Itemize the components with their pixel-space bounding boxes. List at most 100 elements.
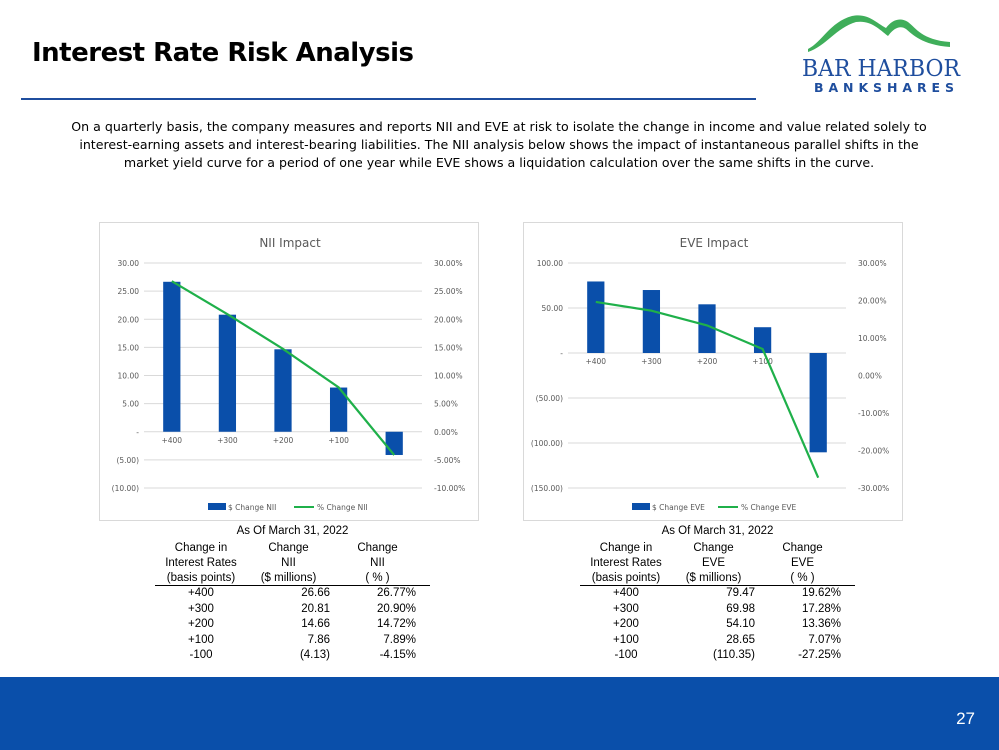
eve-table-row-bp: +100 bbox=[613, 633, 639, 646]
nii-table-row-pct: -4.15% bbox=[379, 649, 416, 661]
nii-table-row-pct: 20.90% bbox=[376, 602, 416, 615]
eve-table-row-bp: -100 bbox=[614, 649, 638, 661]
eve-y-right-tick: 0.00% bbox=[858, 372, 882, 381]
eve-table-row-pct: 19.62% bbox=[801, 587, 841, 599]
nii-y-right-tick: 20.00% bbox=[434, 315, 463, 324]
eve-y-right-tick: 20.00% bbox=[858, 297, 887, 306]
nii-table-row-bp: +400 bbox=[188, 587, 214, 599]
nii-bar bbox=[274, 349, 292, 432]
nii-header-cell: Interest Rates bbox=[165, 557, 237, 569]
intro-paragraph: On a quarterly basis, the company measur… bbox=[24, 118, 974, 172]
nii-y-left-tick: 20.00 bbox=[118, 315, 140, 324]
eve-legend-line-label: % Change EVE bbox=[741, 503, 796, 512]
nii-x-tick: +300 bbox=[217, 436, 238, 445]
eve-x-tick: +300 bbox=[641, 357, 662, 366]
nii-table: As Of March 31, 2022 Change in Interest Ra… bbox=[155, 525, 430, 665]
eve-table-row-pct: 13.36% bbox=[801, 618, 841, 630]
eve-table-row-pct: 7.07% bbox=[808, 633, 841, 646]
eve-x-tick: +200 bbox=[697, 357, 718, 366]
nii-legend-bar-label: $ Change NII bbox=[228, 503, 276, 512]
nii-impact-chart: NII Impact 30.00 25.00 20.00 15.00 10.00 5.00 -… bbox=[99, 222, 479, 521]
nii-header-cell: Change in bbox=[174, 542, 228, 554]
nii-table-row-bp: +200 bbox=[188, 618, 214, 630]
eve-y-right-tick: -30.00% bbox=[858, 484, 889, 493]
nii-y-right-tick: 0.00% bbox=[434, 428, 458, 437]
nii-y-right-tick: 25.00% bbox=[434, 287, 463, 296]
eve-table-row-bp: +400 bbox=[613, 587, 639, 599]
nii-table-row-dollar: 26.66 bbox=[301, 587, 330, 599]
nii-y-right-tick: -10.00% bbox=[434, 484, 465, 493]
eve-y-left-tick: 100.00 bbox=[537, 259, 563, 268]
eve-table-row-dollar: 28.65 bbox=[726, 633, 755, 646]
nii-legend-bar-swatch bbox=[208, 503, 226, 510]
nii-table-row-pct: 7.89% bbox=[383, 633, 416, 646]
nii-x-tick: +100 bbox=[328, 436, 349, 445]
eve-y-right-tick: 10.00% bbox=[858, 334, 887, 343]
logo-mountain-inner bbox=[820, 25, 950, 54]
nii-table-row-pct: 14.72% bbox=[376, 618, 416, 630]
intro-line-1: On a quarterly basis, the company measur… bbox=[71, 119, 927, 134]
eve-bar bbox=[587, 281, 605, 353]
nii-y-right-tick: 5.00% bbox=[434, 400, 458, 409]
eve-table: As Of March 31, 2022 Change in Interest Ra… bbox=[580, 525, 855, 665]
nii-table-row-pct: 26.77% bbox=[376, 587, 416, 599]
page-title: Interest Rate Risk Analysis bbox=[32, 38, 414, 68]
eve-y-left-tick: (50.00) bbox=[536, 394, 563, 403]
nii-y-right-tick: -5.00% bbox=[434, 456, 461, 465]
nii-table-row-dollar: (4.13) bbox=[299, 649, 330, 661]
eve-y-right-tick: -10.00% bbox=[858, 409, 889, 418]
nii-y-left-tick: 30.00 bbox=[118, 259, 140, 268]
nii-y-right-tick: 10.00% bbox=[434, 372, 463, 381]
eve-header-cell: EVE bbox=[790, 557, 814, 569]
nii-bar bbox=[329, 387, 348, 432]
eve-as-of: As Of March 31, 2022 bbox=[661, 525, 774, 537]
logo-line1: BAR HARBOR bbox=[802, 56, 961, 82]
eve-table-row-pct: 17.28% bbox=[801, 602, 841, 615]
eve-bar bbox=[698, 304, 716, 353]
nii-bar bbox=[218, 314, 237, 432]
eve-table-row-bp: +200 bbox=[613, 618, 639, 630]
eve-header-cell: ($ millions) bbox=[685, 572, 742, 584]
nii-y-right-tick: 15.00% bbox=[434, 343, 463, 352]
nii-bar bbox=[385, 431, 403, 455]
eve-y-left-tick: (150.00) bbox=[531, 484, 563, 493]
nii-header-cell: Change bbox=[357, 542, 398, 554]
nii-header-cell: NII bbox=[370, 557, 385, 569]
nii-as-of: As Of March 31, 2022 bbox=[236, 525, 349, 537]
eve-header-cell: EVE bbox=[701, 557, 725, 569]
eve-y-left-tick: 50.00 bbox=[542, 304, 564, 313]
eve-table-row-dollar: 69.98 bbox=[726, 602, 755, 615]
eve-table-row-dollar: 79.47 bbox=[726, 587, 755, 599]
nii-y-left-tick: 25.00 bbox=[118, 287, 140, 296]
eve-y-left-tick: (100.00) bbox=[531, 439, 563, 448]
page-number: 27 bbox=[956, 709, 975, 728]
eve-header-cell: ( % ) bbox=[790, 572, 815, 584]
nii-table-row-bp: +300 bbox=[188, 602, 214, 615]
nii-table-row-dollar: 7.86 bbox=[307, 633, 330, 646]
eve-table-row-pct: -27.25% bbox=[798, 649, 841, 661]
nii-y-left-tick: (5.00) bbox=[116, 456, 139, 465]
title-underline bbox=[21, 98, 756, 100]
nii-y-left-tick: 5.00 bbox=[122, 400, 139, 409]
eve-header-cell: Interest Rates bbox=[590, 557, 662, 569]
eve-y-left-tick: - bbox=[560, 349, 563, 358]
eve-header-cell: Change in bbox=[599, 542, 653, 554]
intro-line-3: market yield curve for a period of one y… bbox=[123, 155, 875, 170]
nii-y-right-tick: 30.00% bbox=[434, 259, 463, 268]
nii-x-tick: +400 bbox=[161, 436, 182, 445]
nii-header-cell: (basis points) bbox=[166, 572, 236, 584]
eve-header-rule bbox=[580, 585, 855, 586]
eve-x-tick: +100 bbox=[752, 357, 773, 366]
nii-table-row-dollar: 14.66 bbox=[301, 618, 330, 630]
eve-y-right-tick: -20.00% bbox=[858, 447, 889, 456]
nii-chart-title: NII Impact bbox=[259, 236, 321, 250]
eve-legend-bar-label: $ Change EVE bbox=[652, 503, 705, 512]
nii-header-cell: Change bbox=[268, 542, 309, 554]
eve-header-cell: Change bbox=[693, 542, 734, 554]
intro-line-2: interest-earning assets and interest-bea… bbox=[79, 137, 919, 152]
nii-header-cell: NII bbox=[281, 557, 296, 569]
eve-y-right-tick: 30.00% bbox=[858, 259, 887, 268]
eve-chart-title: EVE Impact bbox=[680, 236, 749, 250]
eve-pct-line bbox=[595, 300, 820, 479]
nii-legend-line-label: % Change NII bbox=[317, 503, 368, 512]
